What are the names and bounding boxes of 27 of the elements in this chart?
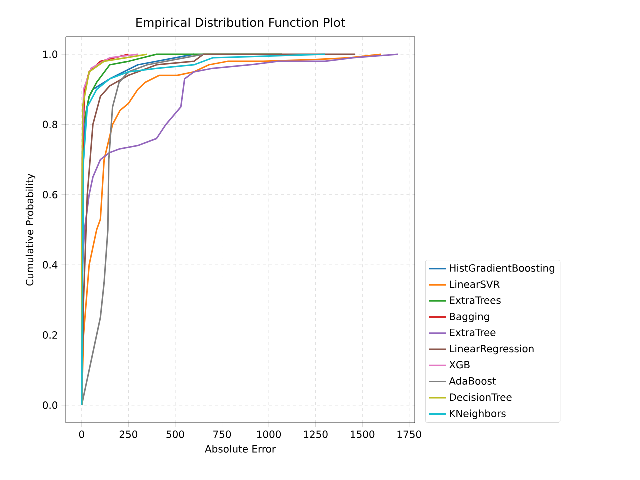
legend-label: LinearSVR: [450, 280, 500, 288]
legend-label: HistGradientBoosting: [450, 264, 555, 274]
legend-label: LinearRegression: [450, 344, 534, 355]
y-tick-label: 0.4: [43, 261, 58, 269]
y-tick-label: 0.8: [43, 120, 58, 128]
legend-label: ExtraTree: [450, 328, 496, 336]
y-tick-label: 0.6: [43, 191, 58, 199]
x-axis-title: Absolute Error: [205, 445, 276, 453]
x-tick-label: 250: [120, 430, 138, 438]
x-tick-label: 1750: [398, 430, 422, 438]
y-tick-label: 0.2: [43, 331, 58, 340]
legend-label: AdaBoost: [449, 377, 496, 385]
y-axis-title: Cumulative Probability: [26, 174, 36, 286]
x-tick-label: 1000: [257, 430, 282, 438]
y-tick-label: 0.0: [43, 402, 58, 410]
x-tick-label: 500: [166, 430, 184, 438]
x-tick-label: 750: [214, 430, 232, 438]
legend-label: Bagging: [450, 312, 490, 322]
y-tick-label: 1.0: [43, 50, 58, 58]
x-tick-label: 1250: [304, 430, 328, 438]
legend-label: KNeighbors: [450, 410, 506, 420]
legend-label: XGB: [449, 361, 470, 369]
chart-title: Empirical Distribution Function Plot: [136, 18, 346, 30]
legend-label: DecisionTree: [450, 393, 512, 402]
x-tick-label: 0: [79, 430, 84, 438]
x-tick-label: 1500: [351, 430, 375, 438]
legend-label: ExtraTrees: [450, 296, 501, 304]
